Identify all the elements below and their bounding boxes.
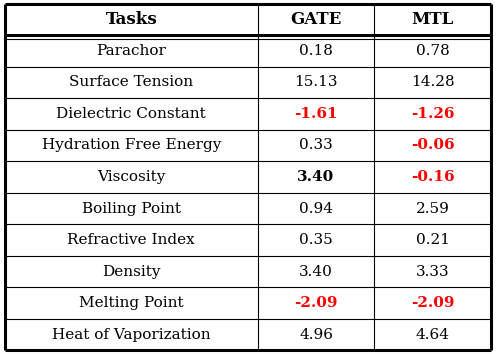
Text: MTL: MTL bbox=[412, 11, 454, 28]
Text: -2.09: -2.09 bbox=[294, 296, 338, 310]
Text: 2.59: 2.59 bbox=[416, 201, 450, 216]
Text: Boiling Point: Boiling Point bbox=[82, 201, 181, 216]
Text: -0.16: -0.16 bbox=[411, 170, 454, 184]
Text: 4.64: 4.64 bbox=[416, 328, 450, 342]
Text: 0.33: 0.33 bbox=[299, 138, 333, 153]
Text: 0.94: 0.94 bbox=[299, 201, 333, 216]
Text: Surface Tension: Surface Tension bbox=[69, 75, 193, 90]
Text: -2.09: -2.09 bbox=[411, 296, 454, 310]
Text: Refractive Index: Refractive Index bbox=[67, 233, 195, 247]
Text: 0.21: 0.21 bbox=[416, 233, 450, 247]
Text: 0.35: 0.35 bbox=[299, 233, 333, 247]
Text: Hydration Free Energy: Hydration Free Energy bbox=[42, 138, 221, 153]
Text: GATE: GATE bbox=[290, 11, 342, 28]
Text: -1.61: -1.61 bbox=[294, 107, 338, 121]
Text: 3.33: 3.33 bbox=[416, 264, 449, 279]
Text: 0.18: 0.18 bbox=[299, 44, 333, 58]
Text: Heat of Vaporization: Heat of Vaporization bbox=[52, 328, 211, 342]
Text: 3.40: 3.40 bbox=[298, 170, 335, 184]
Text: Dielectric Constant: Dielectric Constant bbox=[57, 107, 206, 121]
Text: Density: Density bbox=[102, 264, 161, 279]
Text: Melting Point: Melting Point bbox=[79, 296, 184, 310]
Text: 0.78: 0.78 bbox=[416, 44, 449, 58]
Text: 14.28: 14.28 bbox=[411, 75, 454, 90]
Text: 15.13: 15.13 bbox=[294, 75, 338, 90]
Text: Parachor: Parachor bbox=[96, 44, 166, 58]
Text: 3.40: 3.40 bbox=[299, 264, 333, 279]
Text: -1.26: -1.26 bbox=[411, 107, 454, 121]
Text: -0.06: -0.06 bbox=[411, 138, 454, 153]
Text: Viscosity: Viscosity bbox=[97, 170, 166, 184]
Text: 4.96: 4.96 bbox=[299, 328, 333, 342]
Text: Tasks: Tasks bbox=[106, 11, 157, 28]
